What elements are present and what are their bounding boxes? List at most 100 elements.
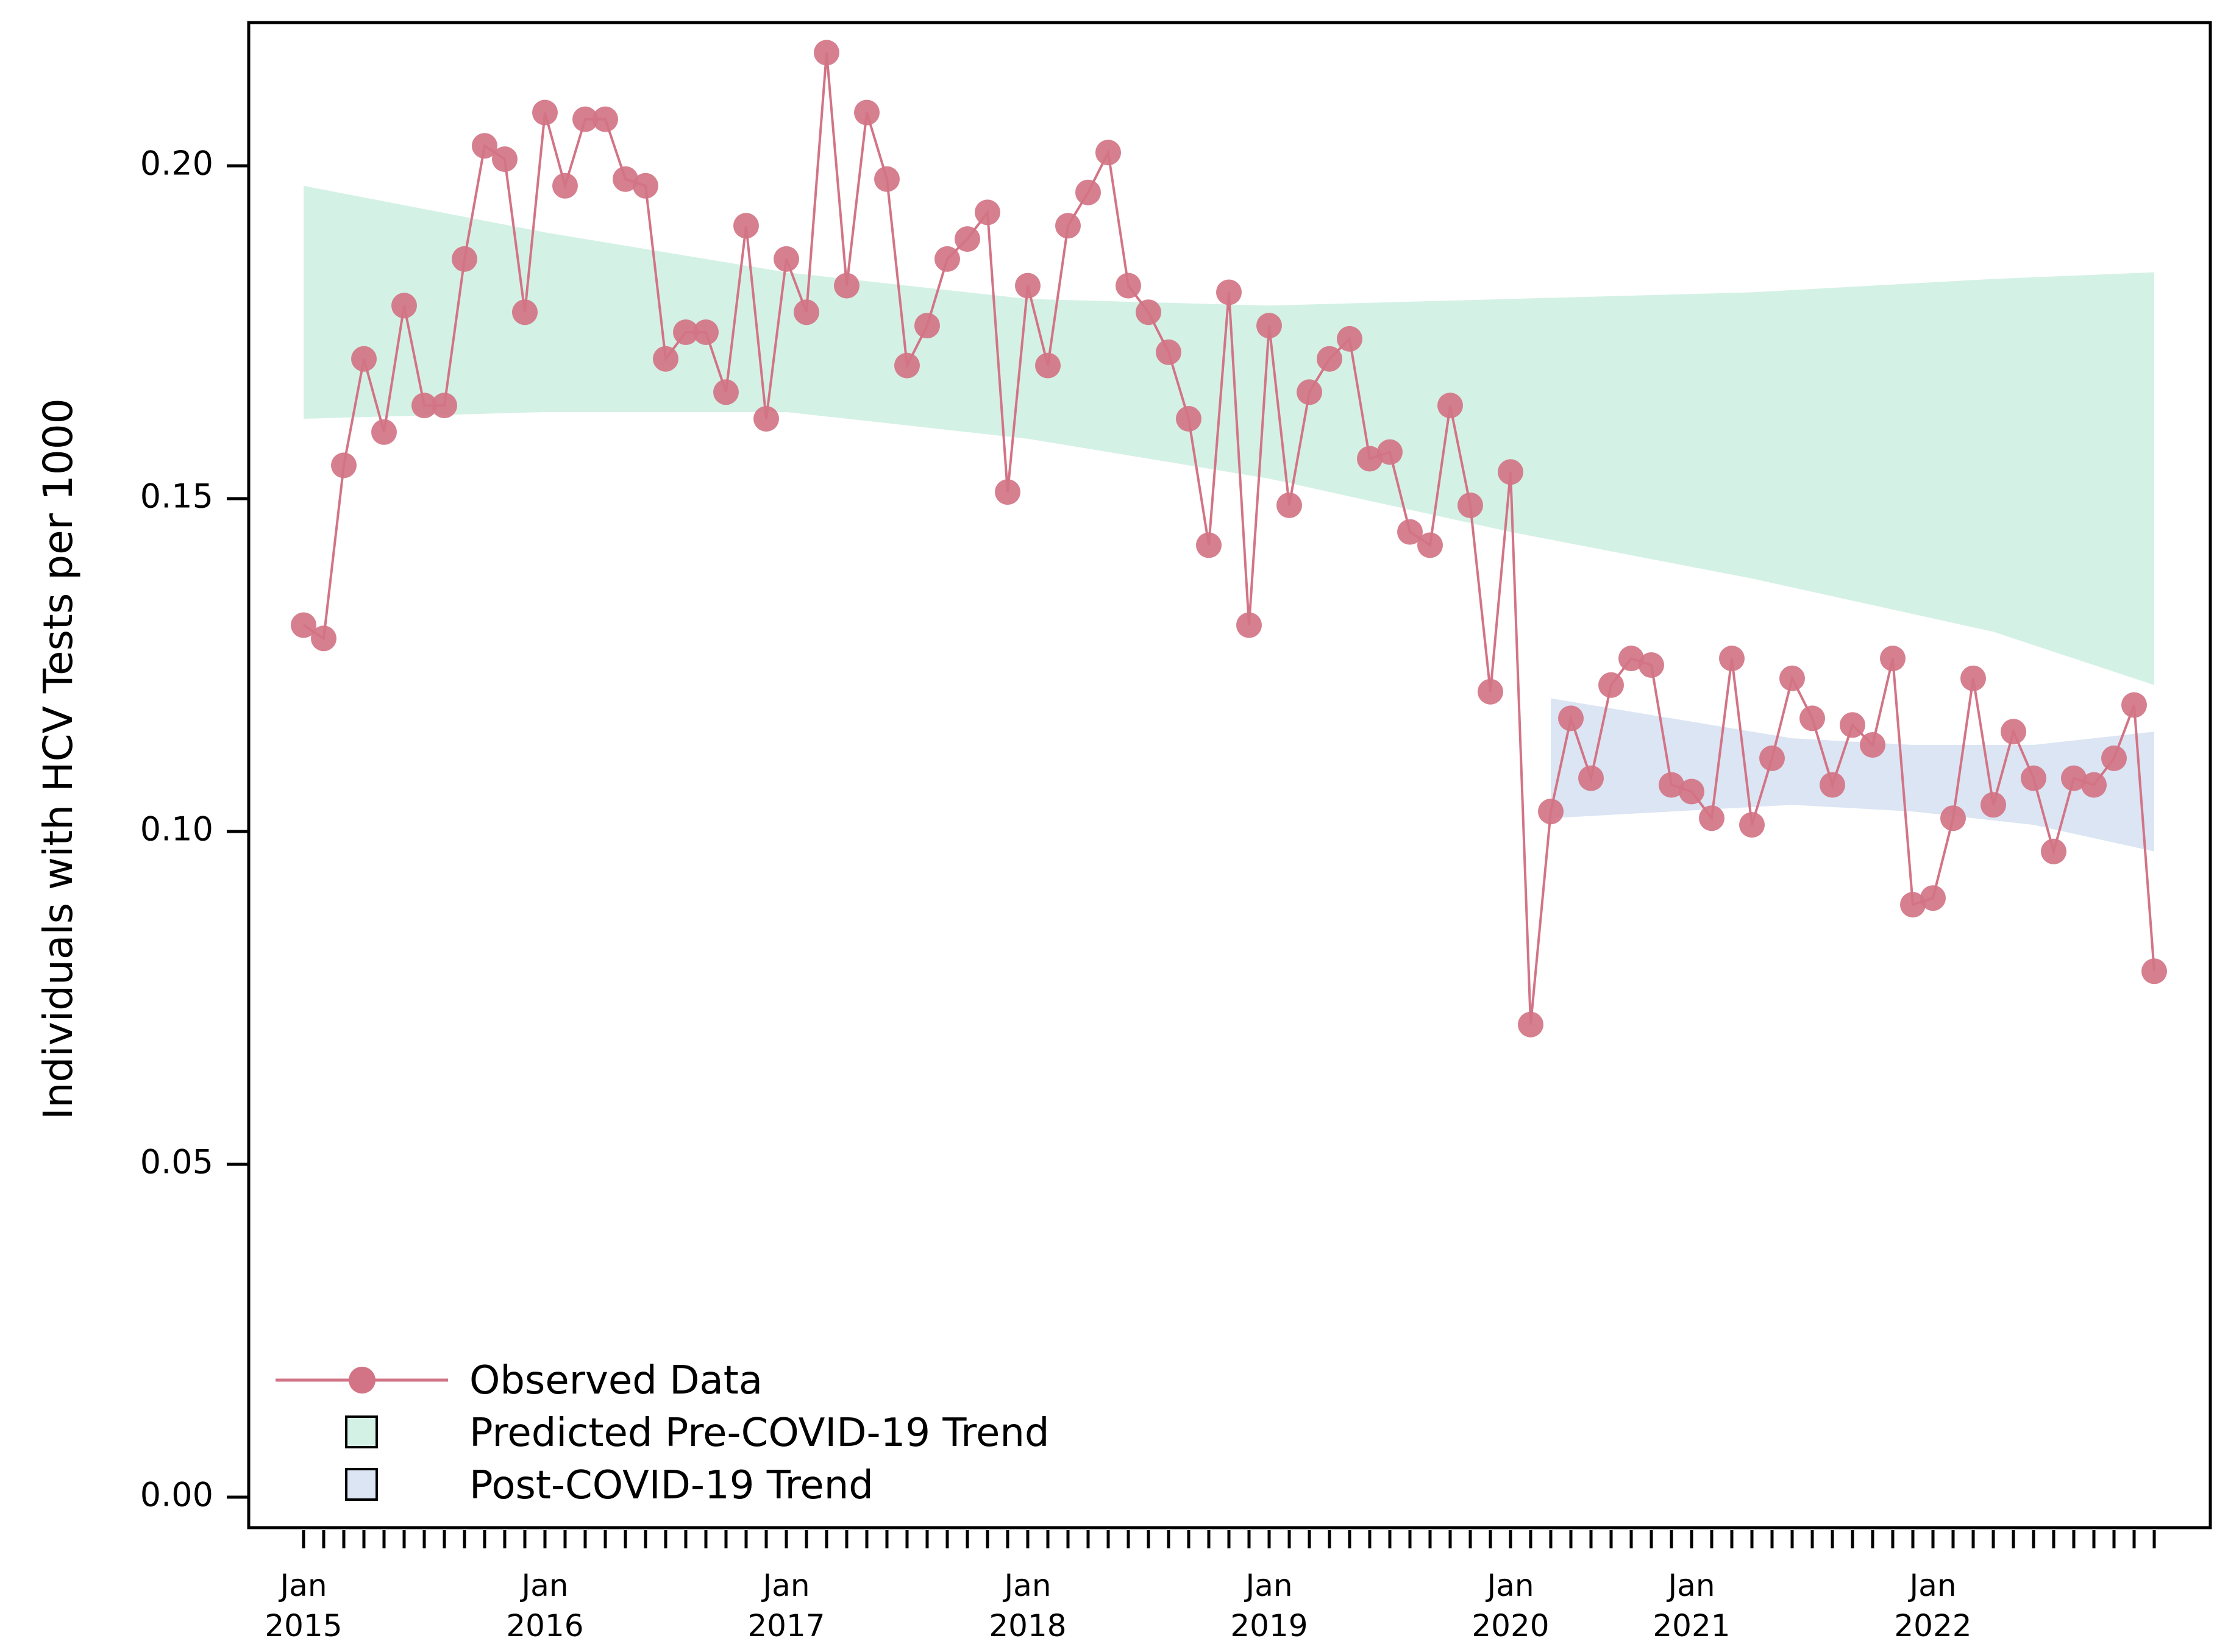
observed-data-point: [2081, 772, 2107, 798]
x-tick-label-month: Jan: [1244, 1568, 1292, 1603]
observed-data-point: [1880, 646, 1906, 672]
observed-data-point: [1196, 532, 1222, 558]
x-tick-label-year: 2022: [1894, 1608, 1971, 1643]
observed-data-point: [572, 106, 598, 132]
legend-pre-covid-swatch: [345, 1415, 378, 1448]
observed-data-point: [1799, 705, 1825, 732]
observed-data-point: [1538, 799, 1564, 825]
observed-data-point: [351, 346, 377, 372]
observed-data-point: [1216, 279, 1242, 305]
observed-data-point: [814, 40, 839, 66]
x-tick-label-year: 2016: [506, 1608, 583, 1643]
observed-data-series: [291, 40, 2167, 1038]
observed-data-point: [311, 625, 336, 652]
observed-data-point: [2141, 958, 2167, 984]
observed-data-point: [1618, 646, 1644, 672]
pre-covid-trend-band: [304, 185, 2154, 685]
observed-data-point: [693, 319, 719, 345]
observed-data-point: [794, 299, 819, 326]
observed-data-point: [291, 612, 316, 638]
observed-data-point: [1478, 678, 1503, 705]
x-tick-label-year: 2017: [747, 1608, 825, 1643]
observed-data-point: [1820, 772, 1845, 798]
observed-data-point: [1256, 313, 1282, 339]
observed-data-point: [914, 313, 940, 339]
observed-data-point: [2121, 692, 2147, 718]
observed-data-point: [834, 272, 860, 299]
x-tick-label-year: 2015: [265, 1608, 342, 1643]
trend-bands: [304, 185, 2154, 852]
observed-data-point: [432, 393, 457, 419]
legend-post-covid-swatch: [345, 1468, 378, 1501]
observed-data-point: [1981, 792, 2006, 818]
observed-data-point: [1055, 213, 1081, 239]
x-tick-label-year: 2018: [989, 1608, 1066, 1643]
observed-data-point: [1075, 179, 1101, 205]
observed-data-point: [1719, 646, 1745, 672]
x-tick-label-year: 2021: [1653, 1608, 1730, 1643]
y-tick-label: 0.10: [140, 810, 213, 849]
x-tick-label-month: Jan: [761, 1568, 810, 1603]
observed-data-point: [1417, 532, 1443, 558]
observed-data-point: [874, 166, 900, 192]
observed-data-point: [975, 199, 1000, 226]
observed-data-point: [1578, 765, 1604, 791]
observed-data-point: [1357, 446, 1383, 472]
x-tick-label-month: Jan: [1907, 1568, 1956, 1603]
observed-data-point: [1236, 612, 1262, 638]
observed-data-point: [653, 346, 678, 372]
legend: Observed Data Predicted Pre-COVID-19 Tre…: [276, 1358, 1050, 1508]
observed-data-point: [1679, 778, 1704, 805]
observed-data-point: [472, 133, 497, 159]
observed-data-point: [532, 99, 558, 126]
observed-data-point: [452, 246, 477, 272]
observed-data-point: [331, 452, 357, 479]
observed-data-point: [1840, 712, 1865, 738]
x-tick-label-month: Jan: [1002, 1568, 1051, 1603]
y-tick-label: 0.15: [140, 477, 213, 516]
y-tick-label: 0.20: [140, 144, 213, 183]
observed-data-point: [1337, 326, 1362, 352]
observed-data-point: [593, 106, 618, 132]
observed-data-point: [1558, 705, 1584, 732]
observed-data-point: [1659, 772, 1684, 798]
x-tick-label-year: 2020: [1472, 1608, 1549, 1643]
observed-data-point: [1457, 492, 1483, 518]
x-tick-label-month: Jan: [278, 1568, 327, 1603]
observed-data-point: [1759, 745, 1785, 771]
observed-data-point: [1498, 459, 1523, 485]
observed-data-point: [1095, 140, 1121, 166]
observed-data-point: [1176, 406, 1201, 432]
observed-data-point: [1136, 299, 1161, 326]
x-tick-label-month: Jan: [1666, 1568, 1715, 1603]
observed-data-point: [1317, 346, 1342, 372]
x-axis: Jan 2015 Jan 2016 Jan 2017 Jan 2018 Jan 2019 Jan 20…: [265, 1530, 2156, 1643]
observed-data-point: [934, 246, 960, 272]
observed-data-point: [2021, 765, 2046, 791]
observed-data-point: [613, 166, 638, 192]
observed-data-point: [733, 213, 759, 239]
observed-data-point: [492, 146, 518, 173]
observed-data-point: [1518, 1011, 1543, 1038]
y-axis-title: Individuals with HCV Tests per 1000: [35, 398, 82, 1120]
observed-data-point: [1920, 885, 1946, 911]
observed-data-point: [1377, 439, 1403, 465]
observed-data-point: [774, 246, 799, 272]
observed-data-point: [1156, 339, 1181, 365]
x-tick-label-month: Jan: [1485, 1568, 1534, 1603]
observed-data-point: [633, 173, 658, 199]
y-tick-label: 0.05: [140, 1143, 213, 1181]
y-axis: 0.00 0.05 0.10 0.15 0.20: [140, 144, 249, 1514]
observed-data-point: [371, 419, 397, 445]
observed-data-point: [1437, 393, 1463, 419]
observed-data-point: [753, 406, 779, 432]
observed-data-point: [1940, 805, 1966, 831]
legend-label-observed: Observed Data: [469, 1358, 763, 1403]
x-tick-label-year: 2019: [1230, 1608, 1308, 1643]
observed-data-point: [673, 319, 699, 345]
y-tick-label: 0.00: [140, 1476, 213, 1514]
observed-data-point: [1960, 665, 1986, 691]
observed-data-point: [2061, 765, 2087, 791]
observed-data-point: [1900, 892, 1926, 918]
